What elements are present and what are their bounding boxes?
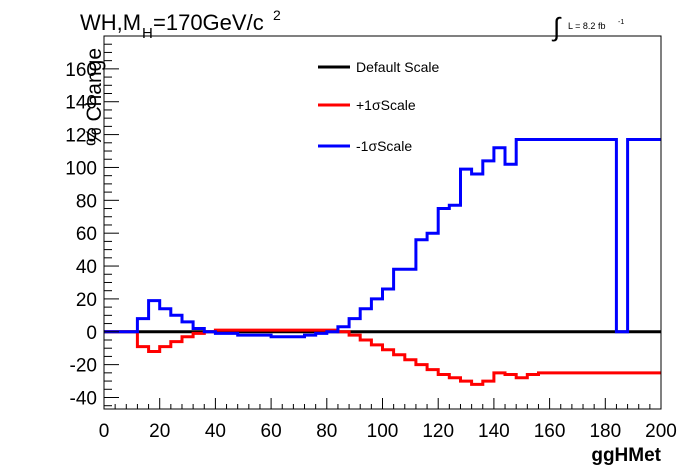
y-tick-label: 140 [65, 93, 97, 114]
y-tick-label: 60 [76, 224, 97, 245]
title-superscript: 2 [273, 7, 281, 23]
lumi-superscript: -1 [618, 19, 624, 26]
x-tick-label: 0 [99, 421, 110, 442]
x-axis-title: ggHMet [591, 445, 661, 466]
y-tick-label: 40 [76, 257, 97, 278]
title-subscript: H [142, 25, 153, 42]
legend-label-default: Default Scale [356, 59, 439, 75]
x-tick-label: 140 [478, 421, 510, 442]
legend: Default Scale +1σScale -1σScale [318, 59, 439, 154]
title-rest: =170GeV/c [153, 10, 264, 35]
tick-layer: 0 20 40 60 80 100 120 140 160 180 200 -40 -20 0 20 40 60… [65, 43, 677, 442]
y-tick-label: 20 [76, 290, 97, 311]
x-tick-label: 40 [205, 421, 226, 442]
integral-symbol: ∫ [551, 12, 562, 42]
x-tick-label: 80 [316, 421, 337, 442]
series-line-1 [104, 328, 661, 386]
title-main: WH,M [80, 10, 141, 35]
legend-label-plus1sigma: +1σScale [356, 97, 416, 113]
x-tick-label: 160 [534, 421, 566, 442]
y-tick-label: 0 [86, 323, 97, 344]
chart-title: WH,M H =170GeV/c 2 [80, 7, 281, 42]
y-tick-label: -40 [70, 388, 97, 409]
x-tick-label: 180 [589, 421, 621, 442]
y-tick-label: 160 [65, 60, 97, 81]
x-tick-label: 60 [261, 421, 282, 442]
lumi-text: L = 8.2 fb [568, 21, 605, 31]
x-tick-label: 100 [367, 421, 399, 442]
y-tick-label: -20 [70, 356, 97, 377]
y-axis-title: % Change [83, 48, 106, 146]
y-tick-label: 80 [76, 191, 97, 212]
luminosity-label: ∫ L = 8.2 fb -1 [551, 12, 624, 42]
x-tick-label: 120 [422, 421, 454, 442]
x-tick-label: 200 [645, 421, 677, 442]
y-tick-label: 100 [65, 158, 97, 179]
legend-label-minus1sigma: -1σScale [356, 138, 412, 154]
series-layer [104, 138, 661, 386]
y-tick-label: 120 [65, 126, 97, 147]
x-tick-label: 20 [149, 421, 170, 442]
series-line-2 [104, 138, 661, 339]
